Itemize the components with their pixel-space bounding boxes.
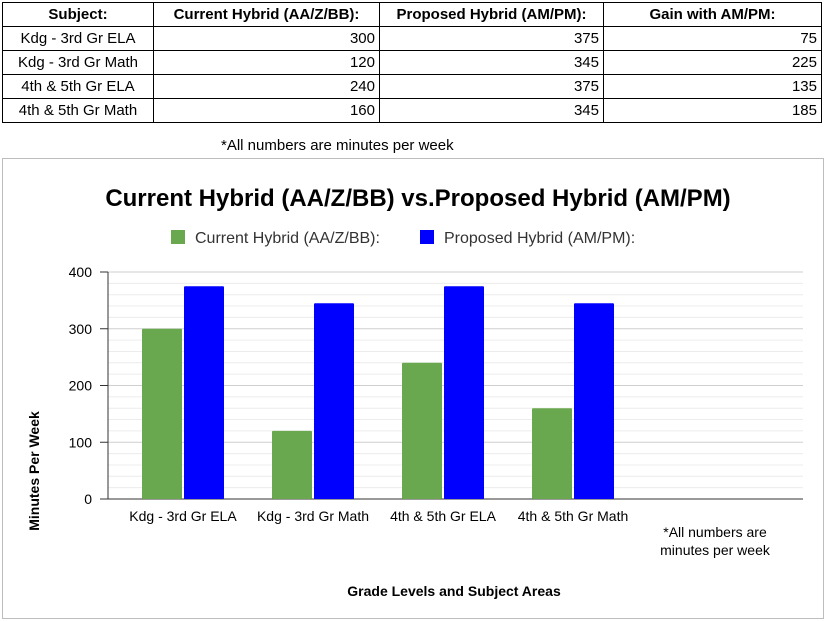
table-cell-subject[interactable]: Kdg - 3rd Gr Math [2, 50, 154, 75]
x-category-label: Kdg - 3rd Gr ELA [129, 508, 237, 524]
table-row: Kdg - 3rd Gr Math 120 345 225 [2, 50, 822, 75]
chart-legend: Current Hybrid (AA/Z/BB): Proposed Hybrid… [171, 230, 635, 247]
chart-bars [142, 286, 614, 499]
table-cell-gain[interactable]: 185 [603, 98, 822, 123]
bar-proposed-hybrid [314, 303, 354, 499]
table-cell-subject[interactable]: 4th & 5th Gr ELA [2, 74, 154, 99]
bar-proposed-hybrid [184, 286, 224, 499]
chart-tick-labels: 0 100 200 300 400 Kdg - 3rd Gr ELA Kdg - 3rd G… [69, 264, 629, 524]
y-tick-label: 300 [69, 321, 93, 337]
table-header-row: Subject: Current Hybrid (AA/Z/BB): Propo… [2, 2, 822, 27]
y-tick-label: 100 [69, 434, 93, 450]
y-tick-label: 200 [69, 378, 93, 394]
table-cell-gain[interactable]: 75 [603, 26, 822, 51]
table-cell-subject[interactable]: 4th & 5th Gr Math [2, 98, 154, 123]
table-cell-current[interactable]: 240 [153, 74, 380, 99]
table-cell-proposed[interactable]: 345 [379, 98, 604, 123]
bar-current-hybrid [272, 430, 312, 499]
x-category-label: Kdg - 3rd Gr Math [257, 508, 369, 524]
chart-canvas: Current Hybrid (AA/Z/BB) vs.Proposed Hyb… [26, 185, 803, 599]
legend-entry: Current Hybrid (AA/Z/BB): [195, 230, 380, 247]
table-cell-current[interactable]: 120 [153, 50, 380, 75]
header-gain[interactable]: Gain with AM/PM: [603, 2, 822, 27]
legend-swatch [420, 230, 434, 244]
table-cell-proposed[interactable]: 375 [379, 74, 604, 99]
y-tick-label: 400 [69, 264, 93, 280]
x-category-label: 4th & 5th Gr ELA [390, 508, 496, 524]
chart-title: Current Hybrid (AA/Z/BB) vs.Proposed Hyb… [105, 185, 730, 212]
header-subject[interactable]: Subject: [2, 2, 154, 27]
bar-proposed-hybrid [574, 303, 614, 499]
table-row: 4th & 5th Gr Math 160 345 185 [2, 98, 822, 123]
y-axis-label: Minutes Per Week [26, 411, 42, 531]
chart-annotation: *All numbers are minutes per week [660, 524, 771, 558]
table-cell-gain[interactable]: 225 [603, 50, 822, 75]
x-axis-label: Grade Levels and Subject Areas [347, 583, 561, 599]
bar-chart[interactable]: Current Hybrid (AA/Z/BB) vs.Proposed Hyb… [2, 158, 824, 619]
header-current-hybrid[interactable]: Current Hybrid (AA/Z/BB): [153, 2, 380, 27]
table-cell-gain[interactable]: 135 [603, 74, 822, 99]
bar-current-hybrid [532, 408, 572, 499]
header-proposed-hybrid[interactable]: Proposed Hybrid (AM/PM): [379, 2, 604, 27]
bar-proposed-hybrid [444, 286, 484, 499]
table-cell-proposed[interactable]: 345 [379, 50, 604, 75]
table-footnote: *All numbers are minutes per week [221, 137, 454, 154]
bar-current-hybrid [142, 328, 182, 499]
legend-entry: Proposed Hybrid (AM/PM): [444, 230, 635, 247]
table-cell-current[interactable]: 300 [153, 26, 380, 51]
x-category-label: 4th & 5th Gr Math [518, 508, 629, 524]
table-cell-proposed[interactable]: 375 [379, 26, 604, 51]
data-table: Subject: Current Hybrid (AA/Z/BB): Propo… [2, 2, 822, 123]
y-tick-label: 0 [84, 491, 92, 507]
table-cell-subject[interactable]: Kdg - 3rd Gr ELA [2, 26, 154, 51]
table-row: 4th & 5th Gr ELA 240 375 135 [2, 74, 822, 99]
table-cell-current[interactable]: 160 [153, 98, 380, 123]
legend-swatch [171, 230, 185, 244]
bar-current-hybrid [402, 362, 442, 499]
table-row: Kdg - 3rd Gr ELA 300 375 75 [2, 26, 822, 51]
